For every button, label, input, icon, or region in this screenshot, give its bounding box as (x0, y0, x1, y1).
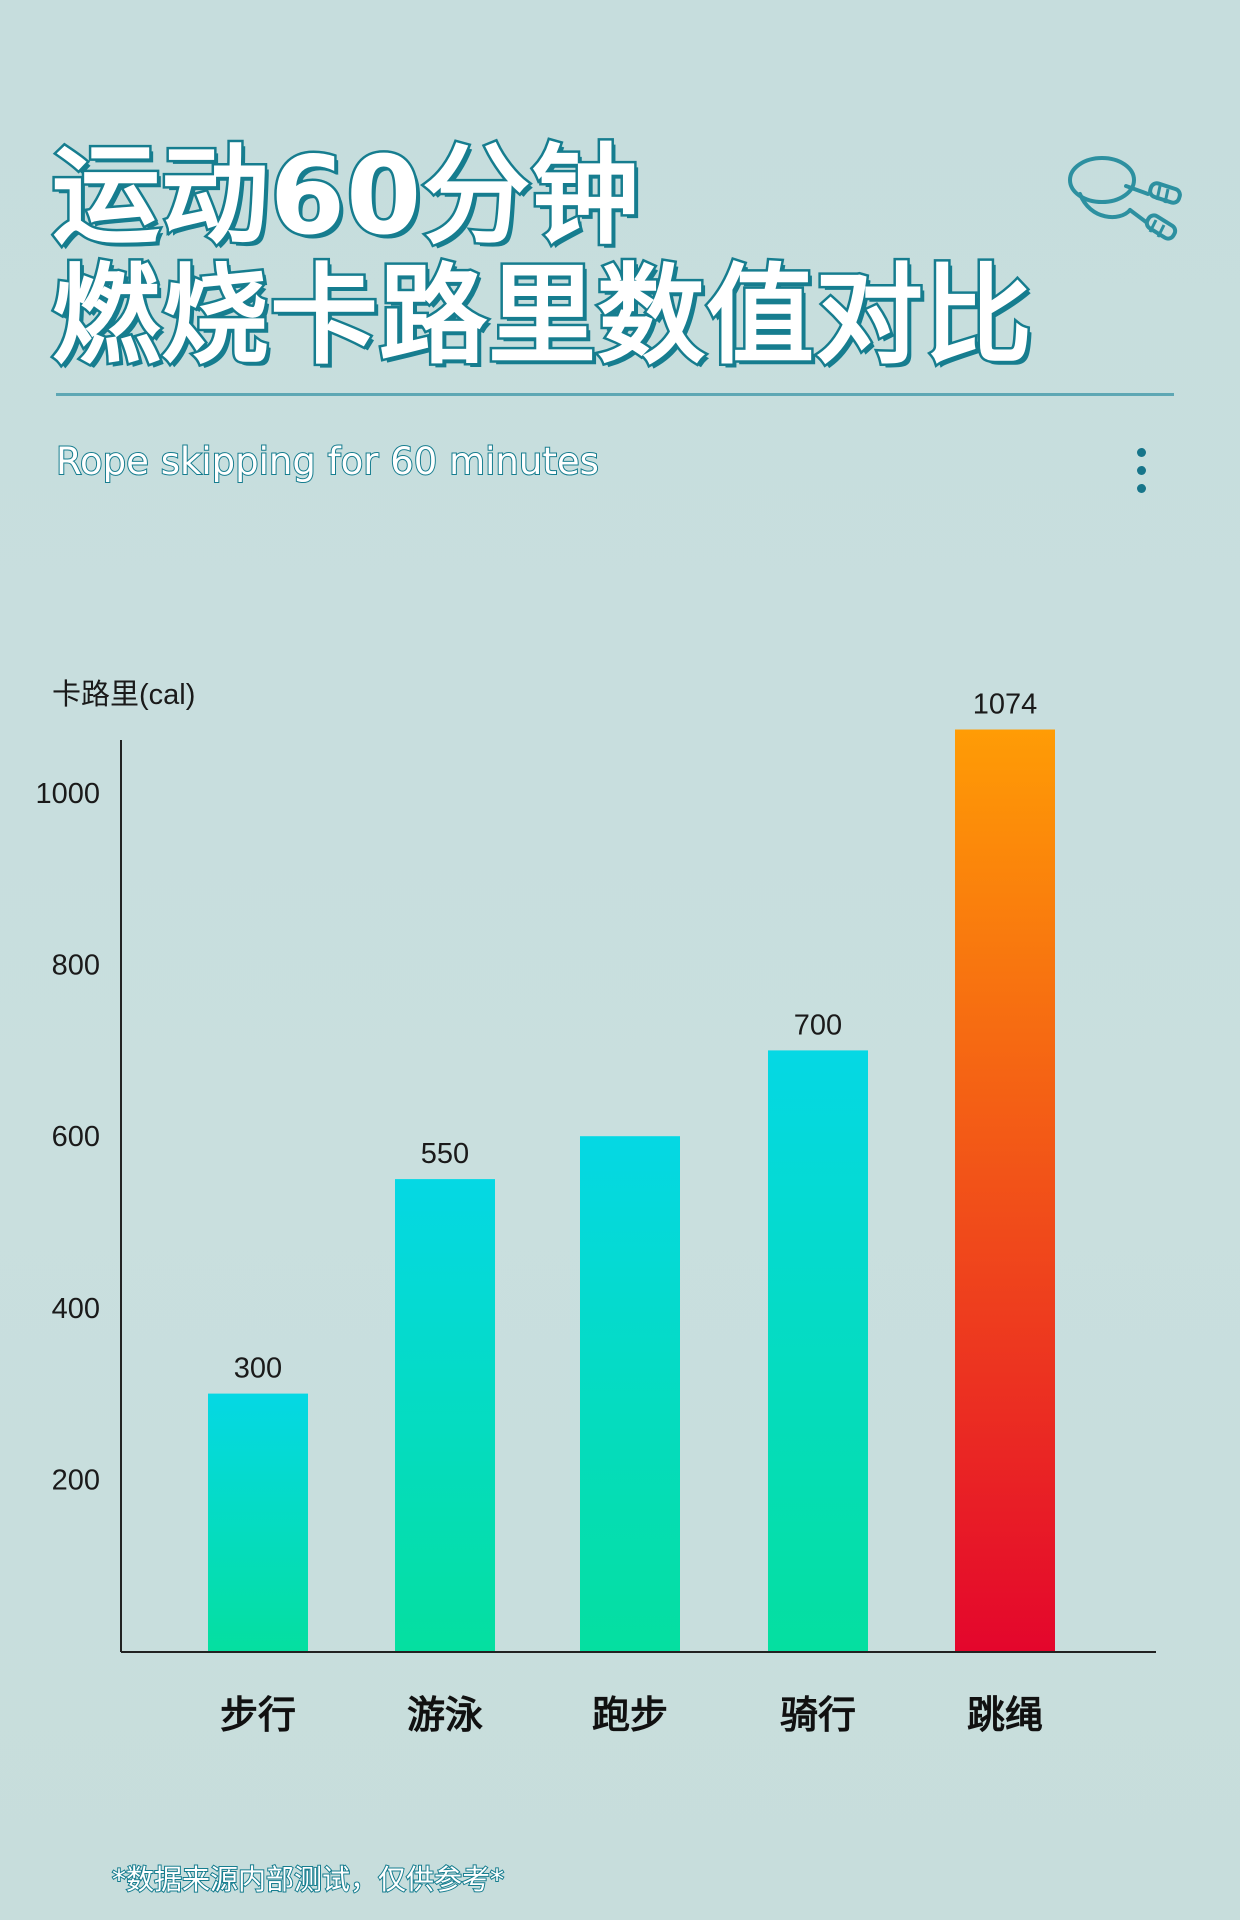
page-title-line-1: 运动60分钟 (49, 132, 641, 262)
bar-2 (395, 1179, 495, 1651)
title-divider (56, 393, 1174, 396)
y-tick-label: 1000 (35, 778, 100, 810)
y-tick-label: 600 (52, 1121, 100, 1153)
category-label: 游泳 (407, 1693, 483, 1737)
bar-value-label: 550 (421, 1138, 469, 1170)
y-axis-label: 卡路里(cal) (52, 678, 195, 711)
category-label: 跑步 (592, 1693, 668, 1737)
category-label: 骑行 (780, 1693, 856, 1737)
y-tick-label: 400 (52, 1293, 100, 1325)
bar-5 (955, 729, 1055, 1651)
y-tick-label: 200 (52, 1464, 100, 1496)
bar-value-label: 700 (794, 1009, 842, 1041)
more-vertical-icon[interactable] (1130, 446, 1154, 494)
page-title-line-2: 燃烧卡路里数值对比 (49, 252, 1034, 382)
bar-value-label: 300 (234, 1353, 282, 1385)
page-subtitle: Rope skipping for 60 minutes (55, 439, 600, 484)
bar-value-label: 1074 (973, 689, 1038, 721)
bar-4 (768, 1050, 868, 1651)
bar-1 (208, 1393, 308, 1651)
bar-3 (580, 1136, 680, 1651)
category-label: 步行 (220, 1693, 296, 1737)
category-label: 跳绳 (967, 1693, 1043, 1737)
footnote: *数据来源内部测试，仅供参考* (111, 1862, 505, 1897)
jump-rope-icon (1068, 156, 1182, 241)
y-tick-label: 800 (52, 950, 100, 982)
